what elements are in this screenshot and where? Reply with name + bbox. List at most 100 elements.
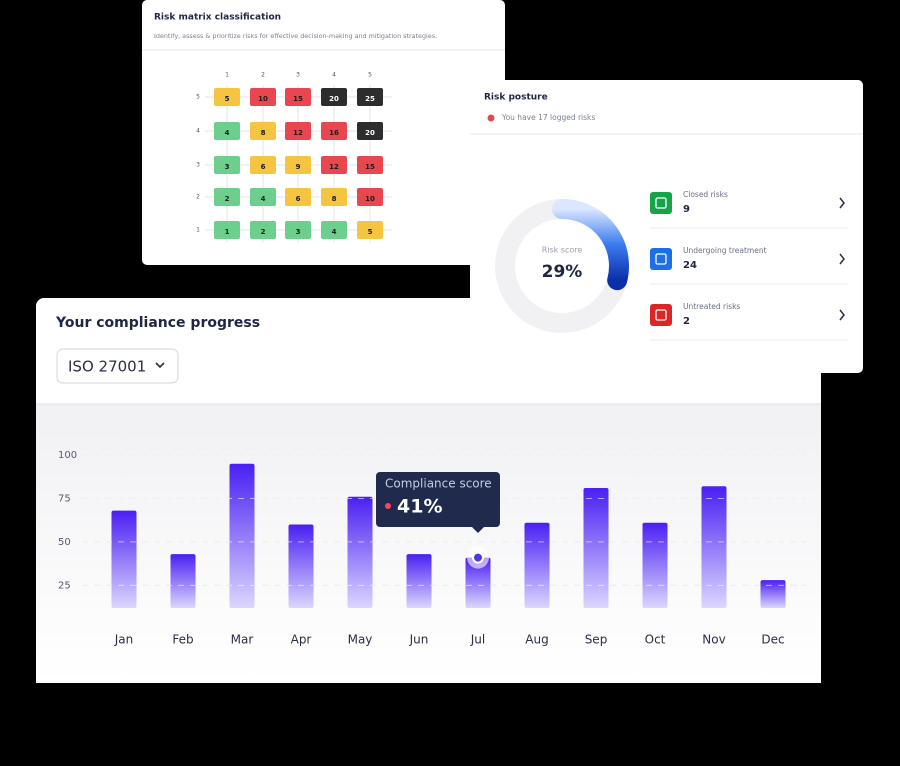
- cell-value: 16: [329, 129, 339, 137]
- score-label: Risk score: [542, 246, 583, 255]
- column-label: 4: [332, 72, 336, 79]
- matrix-cell: [357, 221, 383, 239]
- x-tick-label: May: [348, 633, 373, 647]
- x-tick-label: Apr: [291, 633, 312, 647]
- matrix-cell: [214, 122, 240, 140]
- item-icon: [650, 192, 672, 214]
- cell-value: 2: [261, 228, 266, 236]
- matrix-cell: [357, 156, 383, 174]
- matrix-cell: [250, 88, 276, 106]
- tooltip: [376, 472, 500, 527]
- cell-value: 20: [329, 95, 339, 103]
- card-title: Your compliance progress: [55, 315, 260, 331]
- matrix-cell: [214, 188, 240, 206]
- risk-posture-card: [470, 80, 863, 373]
- card-subtitle: Identify, assess & prioritize risks for …: [154, 32, 437, 40]
- cell-value: 4: [225, 129, 230, 137]
- cell-value: 1: [225, 228, 230, 236]
- cell-value: 8: [332, 195, 337, 203]
- x-tick-label: Nov: [702, 633, 725, 647]
- hover-point: [472, 551, 484, 564]
- dropdown-chevron: [155, 362, 165, 369]
- bar: [524, 522, 550, 608]
- cell-value: 5: [368, 228, 373, 236]
- y-tick-label: 100: [58, 450, 77, 461]
- matrix-cell: [357, 188, 383, 206]
- bar: [170, 554, 196, 608]
- x-tick-label: Jan: [114, 633, 134, 647]
- row-label: 1: [196, 227, 200, 234]
- matrix-cell: [285, 122, 311, 140]
- plot-background: [36, 404, 821, 683]
- y-tick-label: 75: [58, 493, 71, 504]
- cell-value: 20: [365, 129, 375, 137]
- donut-arc: [552, 199, 629, 291]
- x-tick-label: Jul: [470, 633, 485, 647]
- item-label: Undergoing treatment: [683, 246, 767, 255]
- y-tick-label: 25: [58, 580, 71, 591]
- item-chevron[interactable]: [839, 253, 845, 265]
- card-title: Risk matrix classification: [154, 13, 281, 23]
- item-icon-glyph: [655, 309, 667, 321]
- matrix-cell: [285, 156, 311, 174]
- bar: [701, 486, 727, 608]
- matrix-cell: [250, 156, 276, 174]
- item-count: 24: [683, 260, 697, 271]
- bar: [583, 488, 609, 608]
- x-tick-label: Mar: [231, 633, 254, 647]
- matrix-cell: [214, 221, 240, 239]
- x-tick-label: Feb: [172, 633, 193, 647]
- item-label: Untreated risks: [683, 302, 740, 311]
- row-label: 3: [196, 162, 200, 169]
- dropdown[interactable]: [56, 348, 179, 384]
- matrix-cell: [321, 156, 347, 174]
- item-icon-glyph: [655, 197, 667, 209]
- bar: [347, 496, 373, 608]
- column-label: 1: [225, 72, 229, 79]
- note: You have 17 logged risks: [501, 113, 595, 122]
- cell-value: 8: [261, 129, 266, 137]
- tooltip-title: Compliance score: [385, 477, 492, 491]
- matrix-cell: [321, 122, 347, 140]
- cell-value: 2: [225, 195, 230, 203]
- tooltip-pointer: [472, 527, 484, 533]
- item-icon: [650, 248, 672, 270]
- cell-value: 12: [293, 129, 303, 137]
- bar: [111, 510, 137, 608]
- cell-value: 15: [365, 163, 375, 171]
- column-label: 3: [296, 72, 300, 79]
- item-chevron[interactable]: [839, 197, 845, 209]
- bar: [288, 524, 314, 608]
- column-label: 5: [368, 72, 372, 79]
- cell-value: 3: [296, 228, 301, 236]
- matrix-cell: [357, 122, 383, 140]
- matrix-cell: [250, 122, 276, 140]
- cell-value: 6: [296, 195, 301, 203]
- y-tick-label: 50: [58, 537, 71, 548]
- cell-value: 25: [365, 95, 375, 103]
- info-dot: [487, 114, 495, 122]
- cell-value: 3: [225, 163, 230, 171]
- item-label: Closed risks: [683, 190, 728, 199]
- row-label: 4: [196, 128, 200, 135]
- x-tick-label: Aug: [525, 633, 548, 647]
- item-icon-glyph: [655, 253, 667, 265]
- matrix-cell: [214, 88, 240, 106]
- matrix-cell: [214, 156, 240, 174]
- x-tick-label: Jun: [409, 633, 429, 647]
- x-tick-label: Sep: [585, 633, 608, 647]
- cell-value: 12: [329, 163, 339, 171]
- matrix-cell: [285, 88, 311, 106]
- item-count: 2: [683, 316, 690, 327]
- bar: [465, 557, 491, 608]
- item-chevron[interactable]: [839, 309, 845, 321]
- matrix-cell: [321, 188, 347, 206]
- score-value: 29%: [542, 262, 583, 282]
- cell-value: 6: [261, 163, 266, 171]
- x-tick-label: Oct: [645, 633, 666, 647]
- cell-value: 4: [261, 195, 266, 203]
- item-icon: [650, 304, 672, 326]
- card-title: Risk posture: [484, 93, 548, 103]
